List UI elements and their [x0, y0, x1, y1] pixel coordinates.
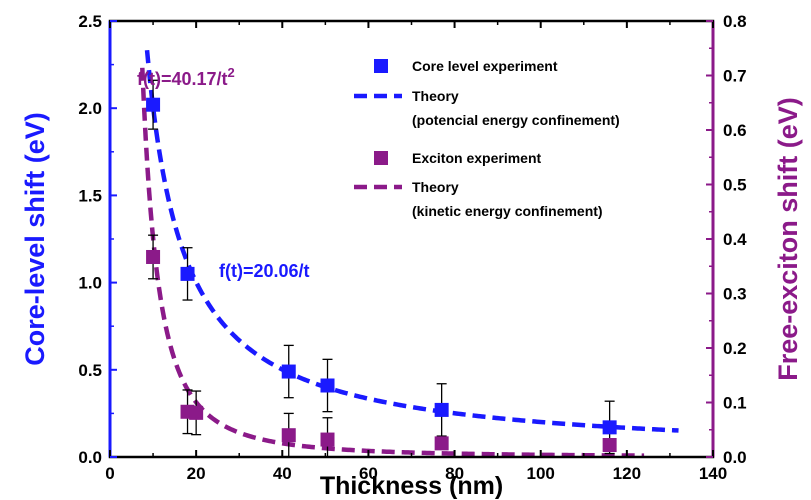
- exciton-data-point: [189, 405, 204, 420]
- annotations: f(t)=40.17/t2 f(t)=20.06/t: [137, 65, 310, 281]
- core-data-point: [281, 364, 296, 379]
- exciton-fit-formula-exponent: 2: [228, 65, 235, 80]
- fit-curves: [140, 49, 679, 458]
- legend-label: (kinetic energy confinement): [412, 203, 603, 219]
- legend-label: (potencial energy confinement): [412, 112, 620, 128]
- x-tick-label: 60: [359, 464, 378, 483]
- legend-label: Theory: [412, 179, 459, 195]
- right-tick-label: 0.3: [723, 285, 747, 304]
- core-fit-formula: f(t)=20.06/t: [219, 261, 310, 281]
- legend: Core level experiment Theory (potencial en…: [354, 58, 620, 219]
- left-tick-label: 2.0: [78, 99, 102, 118]
- left-tick-label: 1.5: [78, 186, 102, 205]
- legend-label: Exciton experiment: [412, 150, 541, 166]
- left-tick-label: 0.5: [78, 361, 102, 380]
- right-tick-label: 0.1: [723, 394, 747, 413]
- core-data-point: [320, 378, 335, 393]
- exciton-data-point: [320, 432, 335, 447]
- core-data-point: [434, 402, 449, 417]
- right-tick-label: 0.6: [723, 121, 747, 140]
- right-tick-label: 0.7: [723, 67, 747, 86]
- x-tick-label: 100: [527, 464, 555, 483]
- legend-marker-square: [374, 59, 388, 73]
- left-axis-title: Core-level shift (eV): [20, 112, 50, 366]
- right-tick-label: 0.4: [723, 230, 747, 249]
- left-tick-label: 0.0: [78, 448, 102, 467]
- left-tick-label: 1.0: [78, 274, 102, 293]
- core-data-point: [602, 420, 617, 435]
- x-tick-label: 80: [445, 464, 464, 483]
- core-data-point: [180, 266, 195, 281]
- right-axis-title: Free-exciton shift (eV): [773, 97, 803, 381]
- left-tick-label: 2.5: [78, 12, 102, 31]
- exciton-data-point: [434, 436, 449, 451]
- legend-label: Core level experiment: [412, 58, 558, 74]
- exciton-fit-formula: f(t)=40.17/t2: [137, 65, 235, 89]
- core-data-point: [146, 97, 161, 112]
- exciton-data-point: [281, 428, 296, 443]
- right-tick-label: 0.8: [723, 12, 747, 31]
- right-tick-label: 0.0: [723, 448, 747, 467]
- legend-marker-square: [374, 151, 388, 165]
- data-points: [146, 79, 617, 458]
- right-tick-label: 0.2: [723, 339, 747, 358]
- exciton-data-point: [146, 249, 161, 264]
- exciton-data-point: [602, 438, 617, 453]
- axes: 0 20 40 60 80 100 120 1400.00.51.01.52.02.50.00…: [20, 12, 803, 500]
- x-axis-title: Thickness (nm): [320, 472, 503, 500]
- core-theory-curve: [144, 49, 679, 433]
- x-tick-label: 20: [187, 464, 206, 483]
- right-tick-label: 0.5: [723, 176, 747, 195]
- x-tick-label: 140: [699, 464, 727, 483]
- exciton-theory-curve: [140, 67, 645, 458]
- legend-label: Theory: [412, 88, 459, 104]
- x-tick-label: 0: [105, 464, 114, 483]
- x-tick-label: 40: [273, 464, 292, 483]
- x-tick-label: 120: [613, 464, 641, 483]
